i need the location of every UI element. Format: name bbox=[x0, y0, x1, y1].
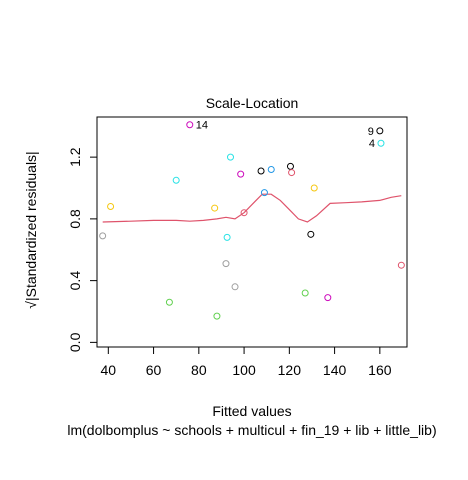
x-tick-label: 60 bbox=[146, 362, 162, 378]
data-point bbox=[227, 153, 235, 161]
y-axis-label: √|Standardized residuals| bbox=[23, 151, 39, 308]
point-label: 4 bbox=[369, 138, 375, 150]
data-point bbox=[376, 127, 384, 135]
point-label: 9 bbox=[368, 126, 374, 138]
x-tick-label: 160 bbox=[368, 362, 392, 378]
data-point bbox=[397, 261, 405, 269]
data-points bbox=[99, 121, 405, 320]
data-point bbox=[260, 189, 268, 197]
data-point bbox=[257, 167, 265, 175]
data-point bbox=[172, 176, 180, 184]
data-point bbox=[223, 233, 231, 241]
data-point bbox=[310, 184, 318, 192]
y-tick-label: 0.0 bbox=[67, 332, 83, 352]
y-tick-label: 0.4 bbox=[67, 271, 83, 291]
x-tick-label: 140 bbox=[323, 362, 347, 378]
chart-title: Scale-Location bbox=[206, 95, 299, 111]
data-point bbox=[307, 230, 315, 238]
data-point bbox=[324, 294, 332, 302]
data-point bbox=[377, 139, 385, 147]
x-tick-label: 40 bbox=[101, 362, 117, 378]
data-point bbox=[165, 298, 173, 306]
data-point bbox=[231, 283, 239, 291]
data-point bbox=[99, 232, 107, 240]
data-point bbox=[237, 170, 245, 178]
model-formula: lm(dolbomplus ~ schools + multicul + fin… bbox=[67, 422, 436, 438]
x-tick-label: 80 bbox=[191, 362, 207, 378]
data-point bbox=[211, 204, 219, 212]
point-labels: 14 94 bbox=[196, 120, 375, 151]
x-axis-label: Fitted values bbox=[212, 403, 291, 419]
y-tick-label: 0.8 bbox=[67, 209, 83, 229]
data-point bbox=[186, 121, 194, 129]
data-point bbox=[288, 169, 296, 177]
data-point bbox=[222, 260, 230, 268]
x-tick-label: 120 bbox=[278, 362, 302, 378]
y-tick-label: 1.2 bbox=[67, 147, 83, 167]
data-point bbox=[107, 203, 115, 211]
x-tick-label: 100 bbox=[232, 362, 256, 378]
data-point bbox=[240, 209, 248, 217]
point-label: 14 bbox=[196, 120, 208, 132]
data-point bbox=[301, 289, 309, 297]
x-axis: 40 60 80 100 120 140 160 bbox=[101, 346, 392, 378]
data-point bbox=[213, 312, 221, 320]
y-axis: 0.0 0.4 0.8 1.2 bbox=[67, 147, 98, 352]
data-point bbox=[267, 165, 275, 173]
